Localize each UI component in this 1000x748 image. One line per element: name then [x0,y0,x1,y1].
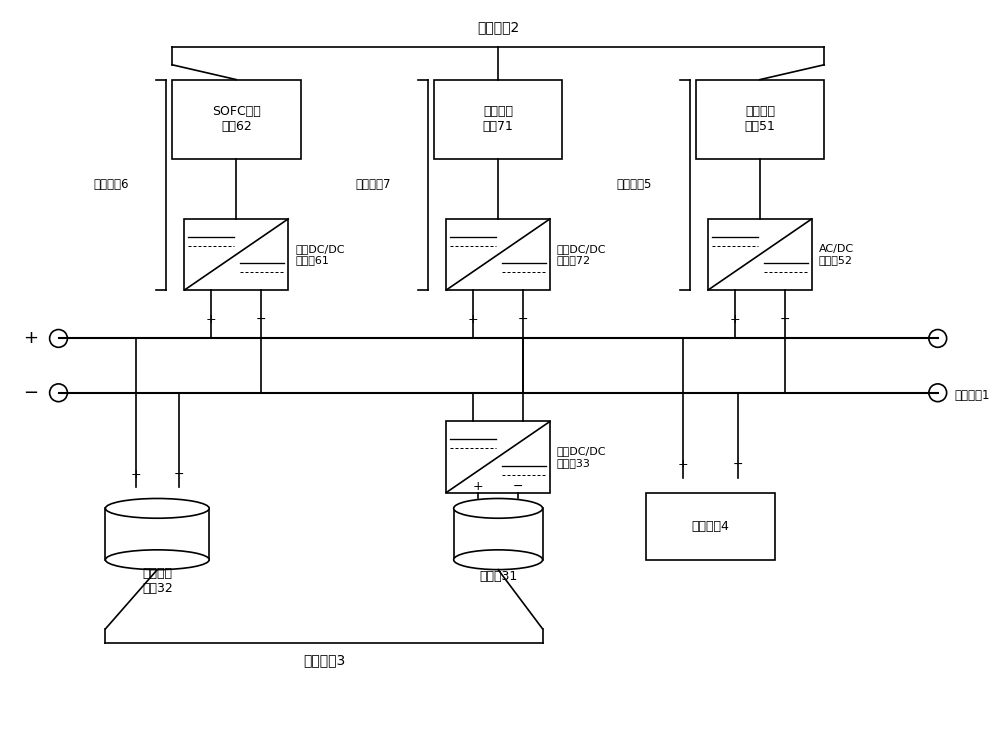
Text: 光伏单元7: 光伏单元7 [355,178,390,191]
Text: −: − [518,313,528,326]
Circle shape [50,330,67,347]
Text: −: − [23,384,38,402]
Text: −: − [733,459,743,471]
Ellipse shape [105,550,209,570]
Bar [454,509,543,560]
Circle shape [929,330,947,347]
Bar [696,79,824,159]
Text: 蓄电池31: 蓄电池31 [479,570,517,583]
Text: +: + [206,313,217,326]
Text: −: − [513,480,523,493]
Bar [434,79,562,159]
Text: −: − [780,313,790,326]
Bar [446,219,550,290]
Text: −: − [256,313,266,326]
Ellipse shape [105,498,209,518]
Text: +: + [678,459,688,471]
Text: 第二DC/DC
变换器72: 第二DC/DC 变换器72 [557,244,606,266]
Bar [646,492,775,560]
Text: 发电单元2: 发电单元2 [477,20,519,34]
Text: 燃电单元6: 燃电单元6 [93,178,129,191]
Bar [708,219,812,290]
Bar [172,79,301,159]
Text: 储能单元3: 储能单元3 [303,654,345,667]
Text: 风力发电
单元51: 风力发电 单元51 [744,105,775,133]
Bar [446,421,550,492]
Text: +: + [468,313,479,326]
Text: 双向DC/DC
变换器33: 双向DC/DC 变换器33 [557,447,606,468]
Text: 负载单元4: 负载单元4 [692,520,729,533]
Text: +: + [730,313,740,326]
Bar [184,219,288,290]
Circle shape [929,384,947,402]
Text: +: + [130,468,141,481]
Ellipse shape [454,550,543,570]
Text: 风力单元5: 风力单元5 [617,178,652,191]
Text: 直流母线1: 直流母线1 [955,389,990,402]
Ellipse shape [454,498,543,518]
Bar [105,509,209,560]
Text: 直流恒流
电源32: 直流恒流 电源32 [142,568,173,595]
Circle shape [50,384,67,402]
Text: AC/DC
变换器52: AC/DC 变换器52 [819,244,854,266]
Text: −: − [174,468,184,481]
Text: SOFC发电
单元62: SOFC发电 单元62 [212,105,261,133]
Text: 光伏发电
单元71: 光伏发电 单元71 [483,105,514,133]
Text: +: + [473,480,484,493]
Text: 第一DC/DC
变换器61: 第一DC/DC 变换器61 [295,244,345,266]
Text: +: + [23,329,38,347]
